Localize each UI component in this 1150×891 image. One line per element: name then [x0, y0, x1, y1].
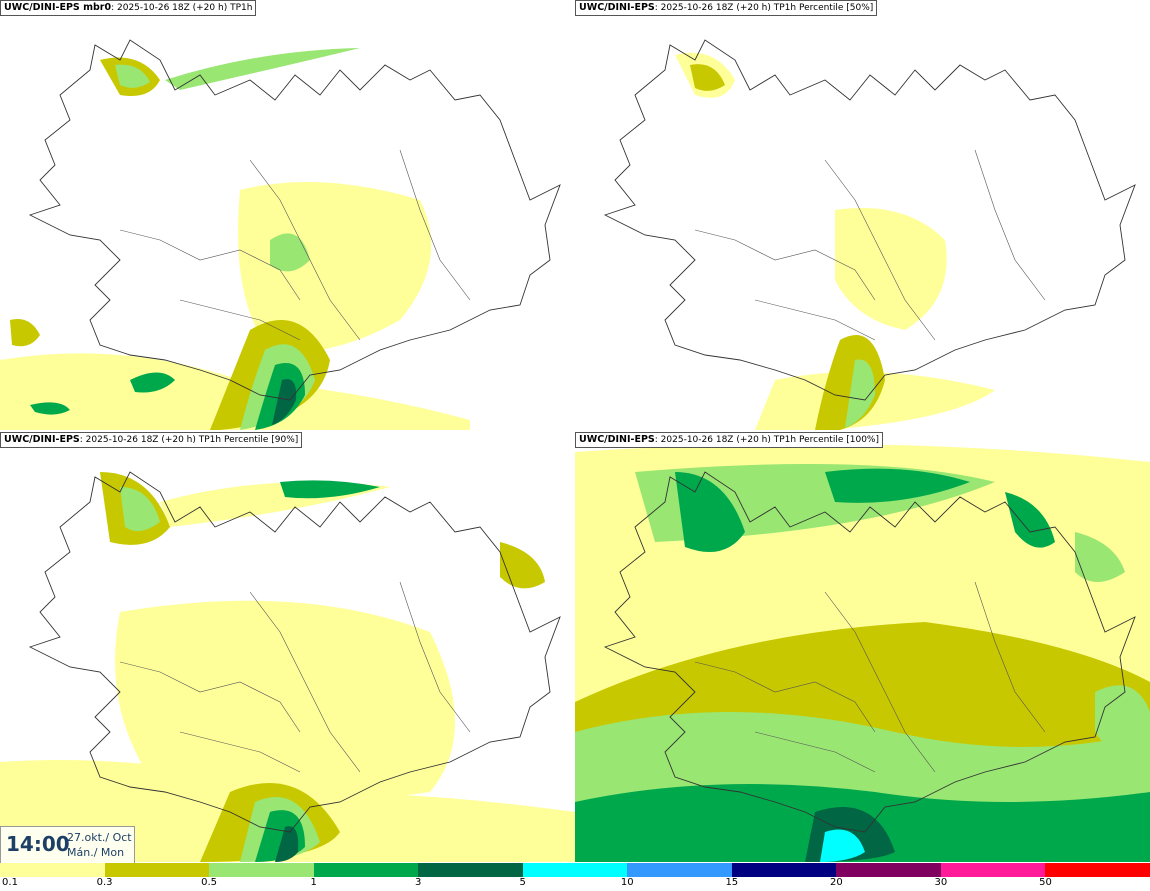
- precip-map: [0, 39, 561, 430]
- colorbar: [0, 863, 1150, 877]
- colorbar-tick-label: 0.3: [96, 877, 113, 888]
- panel-title: UWC/DINI-EPS mbr0: 2025-10-26 18Z (+20 h…: [0, 0, 257, 16]
- colorbar-segment: [209, 863, 314, 877]
- colorbar-segment: [940, 863, 1046, 877]
- colorbar-segment: [627, 863, 732, 877]
- valid-time-box: 14:00 27.okt./ Oct Mán./ Mon: [0, 826, 135, 864]
- colorbar-segment: [1045, 863, 1150, 877]
- precip-map: [0, 471, 575, 862]
- colorbar-tick-label: 10: [620, 877, 634, 888]
- valid-time-clock: 14:00: [6, 832, 70, 856]
- map-panel-percentile-90: UWC/DINI-EPS: 2025-10-26 18Z (+20 h) TP1…: [0, 432, 575, 862]
- map-panel-member0: UWC/DINI-EPS mbr0: 2025-10-26 18Z (+20 h…: [0, 0, 575, 430]
- panel-title: UWC/DINI-EPS: 2025-10-26 18Z (+20 h) TP1…: [0, 432, 303, 448]
- colorbar-tick-label: 0.5: [201, 877, 218, 888]
- panel-title: UWC/DINI-EPS: 2025-10-26 18Z (+20 h) TP1…: [575, 432, 883, 448]
- colorbar-tick-label: 20: [829, 877, 843, 888]
- map-panel-percentile-100: UWC/DINI-EPS: 2025-10-26 18Z (+20 h) TP1…: [575, 432, 1150, 862]
- map-panel-percentile-50: UWC/DINI-EPS: 2025-10-26 18Z (+20 h) TP1…: [575, 0, 1150, 430]
- colorbar-segment: [731, 863, 837, 877]
- colorbar-tick-label: 1: [310, 877, 317, 888]
- colorbar-ticks: 0.1 0.3 0.5 1 3 5 10 15 20 30 50: [0, 877, 1150, 891]
- colorbar-tick-label: 50: [1039, 877, 1052, 888]
- colorbar-segment: [104, 863, 210, 877]
- valid-date: 27.okt./ Oct: [67, 831, 132, 844]
- colorbar-tick-label: 5: [519, 877, 526, 888]
- colorbar-segment: [0, 863, 105, 877]
- precip-map: [575, 444, 1150, 862]
- precip-map: [604, 39, 1136, 430]
- colorbar-segment: [418, 863, 523, 877]
- panel-title: UWC/DINI-EPS: 2025-10-26 18Z (+20 h) TP1…: [575, 0, 878, 16]
- colorbar-segment: [522, 863, 628, 877]
- colorbar-tick-label: 0.1: [2, 877, 18, 888]
- colorbar-segment: [836, 863, 941, 877]
- colorbar-tick-label: 15: [725, 877, 739, 888]
- valid-day: Mán./ Mon: [67, 846, 125, 859]
- colorbar-segment: [313, 863, 419, 877]
- colorbar-tick-label: 30: [934, 877, 948, 888]
- colorbar-tick-label: 3: [414, 877, 422, 888]
